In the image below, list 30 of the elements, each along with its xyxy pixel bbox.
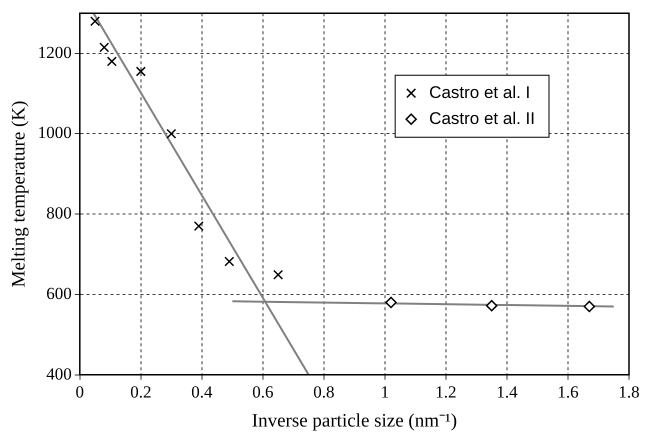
- point: [486, 300, 498, 312]
- point: [273, 270, 284, 280]
- point: [194, 221, 204, 232]
- x-tick-label: 1: [380, 382, 390, 402]
- x-tick-label: 1.8: [618, 382, 640, 402]
- point: [584, 300, 596, 312]
- y-axis-title: Melting temperature (K): [8, 100, 30, 288]
- y-tick-label: 1200: [38, 42, 72, 62]
- point: [224, 256, 234, 266]
- point: [106, 56, 117, 66]
- y-tick-label: 600: [46, 284, 72, 303]
- point: [99, 42, 110, 52]
- x-tick-label: 0.4: [191, 382, 213, 402]
- point: [385, 296, 397, 308]
- legend-label: Castro et al. II: [429, 108, 536, 128]
- x-tick-label: 1.6: [557, 382, 579, 402]
- y-tick-label: 800: [46, 204, 72, 223]
- x-tick-label: 0.8: [313, 382, 335, 402]
- legend-label: Castro et al. I: [429, 82, 530, 102]
- point: [166, 128, 176, 139]
- x-tick-label: 0.2: [130, 382, 152, 402]
- y-tick-label: 400: [46, 364, 72, 384]
- x-tick-label: 0.6: [252, 382, 274, 402]
- x-axis-title: Inverse particle size (nm⁻¹): [252, 410, 458, 432]
- point: [136, 66, 146, 76]
- x-tick-label: 1.4: [496, 382, 518, 402]
- point: [90, 16, 100, 26]
- y-tick-label: 1000: [38, 123, 72, 142]
- x-tick-label: 0: [76, 382, 84, 402]
- x-tick-label: 1.2: [435, 382, 457, 402]
